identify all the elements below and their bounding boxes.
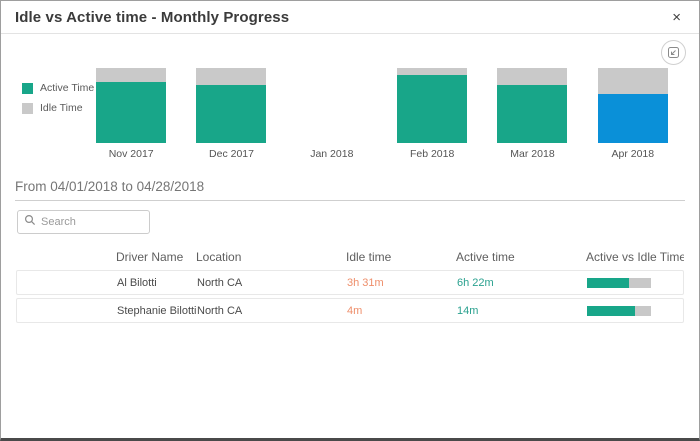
period-row: From 04/01/2018 to 04/28/2018 xyxy=(1,169,699,201)
active-time-cell: 6h 22m xyxy=(457,276,494,289)
active-segment[interactable] xyxy=(96,82,167,143)
search-box[interactable] xyxy=(17,210,150,234)
table-row[interactable]: Stephanie Bilotti North CA 4m 14m xyxy=(16,298,684,323)
active-segment[interactable] xyxy=(497,85,568,143)
bar-slot-apr-2018: Apr 2018 xyxy=(583,49,683,161)
active-segment[interactable] xyxy=(597,94,668,143)
period-divider xyxy=(15,200,685,201)
progress-fill xyxy=(587,277,629,288)
active-vs-idle-progress-bar xyxy=(587,277,651,288)
progress-fill xyxy=(587,305,635,316)
active-vs-idle-cell xyxy=(587,277,683,288)
bar-category-label: Feb 2018 xyxy=(409,148,455,160)
export-chart-button[interactable] xyxy=(661,40,686,65)
dialog-header: Idle vs Active time - Monthly Progress × xyxy=(1,1,699,34)
idle-segment[interactable] xyxy=(397,68,468,75)
column-header-active-vs-idle: Active vs Idle Time xyxy=(586,250,684,264)
idle-segment[interactable] xyxy=(96,68,167,82)
bar-slot-mar-2018: Mar 2018 xyxy=(482,49,582,161)
table-body: Al Bilotti North CA 3h 31m 6h 22m Stephanie … xyxy=(16,270,684,323)
active-segment[interactable] xyxy=(196,85,267,143)
location-cell: North CA xyxy=(197,276,243,289)
export-chart-icon xyxy=(667,46,680,59)
idle-time-swatch xyxy=(22,102,33,114)
idle-segment[interactable] xyxy=(497,68,568,85)
legend-label: Active Time xyxy=(40,82,95,94)
bar-slot-dec-2017: Dec 2017 xyxy=(181,49,281,161)
location-cell: North CA xyxy=(197,304,243,317)
stacked-bar-dec-2017[interactable] xyxy=(196,68,267,143)
table-header-row: Driver Name Location Idle time Active ti… xyxy=(16,244,684,270)
active-time-swatch xyxy=(22,82,33,94)
idle-time-cell: 4m xyxy=(347,304,363,317)
chart-section: Active Time Idle Time Nov 2017 Dec 2017 Ja… xyxy=(1,34,699,169)
bar-slot-feb-2018: Feb 2018 xyxy=(382,49,482,161)
search-icon xyxy=(24,213,41,231)
legend-item-active-time[interactable]: Active Time xyxy=(22,82,107,94)
dialog-title: Idle vs Active time - Monthly Progress xyxy=(15,8,290,26)
legend-item-idle-time[interactable]: Idle Time xyxy=(22,102,107,114)
column-header-driver-name: Driver Name xyxy=(116,250,184,264)
column-header-location: Location xyxy=(196,250,242,264)
stacked-bar-mar-2018[interactable] xyxy=(497,68,568,143)
column-header-active-time: Active time xyxy=(456,250,515,264)
bar-category-label: Jan 2018 xyxy=(310,148,354,160)
idle-time-cell: 3h 31m xyxy=(347,276,384,289)
active-vs-idle-progress-bar xyxy=(587,305,651,316)
legend-label: Idle Time xyxy=(40,102,83,114)
stacked-bar-feb-2018[interactable] xyxy=(397,68,468,143)
search-input[interactable] xyxy=(41,216,143,228)
chart-legend: Active Time Idle Time xyxy=(22,82,107,122)
driver-name-cell: Stephanie Bilotti xyxy=(117,304,197,317)
period-label: From 04/01/2018 to 04/28/2018 xyxy=(15,179,205,194)
active-segment[interactable] xyxy=(397,75,468,143)
bar-category-label: Apr 2018 xyxy=(611,148,655,160)
bars-row: Nov 2017 Dec 2017 Jan 2018 Feb 2018 Mar 2018… xyxy=(81,49,683,161)
idle-segment[interactable] xyxy=(196,68,267,85)
driver-name-cell: Al Bilotti xyxy=(117,276,157,289)
table-row[interactable]: Al Bilotti North CA 3h 31m 6h 22m xyxy=(16,270,684,295)
drivers-table: Driver Name Location Idle time Active ti… xyxy=(1,242,699,323)
active-time-cell: 14m xyxy=(457,304,479,317)
search-area xyxy=(1,201,699,242)
bar-category-label: Mar 2018 xyxy=(510,148,555,160)
bar-category-label: Nov 2017 xyxy=(108,148,154,160)
bar-slot-nov-2017: Nov 2017 xyxy=(81,49,181,161)
close-icon[interactable]: × xyxy=(672,8,681,26)
active-vs-idle-cell xyxy=(587,305,683,316)
column-header-idle-time: Idle time xyxy=(346,250,392,264)
bar-category-label: Dec 2017 xyxy=(209,148,254,160)
bar-slot-jan-2018: Jan 2018 xyxy=(282,49,382,161)
stacked-bar-nov-2017[interactable] xyxy=(96,68,167,143)
stacked-bar-apr-2018[interactable] xyxy=(597,68,668,143)
idle-segment[interactable] xyxy=(597,68,668,94)
